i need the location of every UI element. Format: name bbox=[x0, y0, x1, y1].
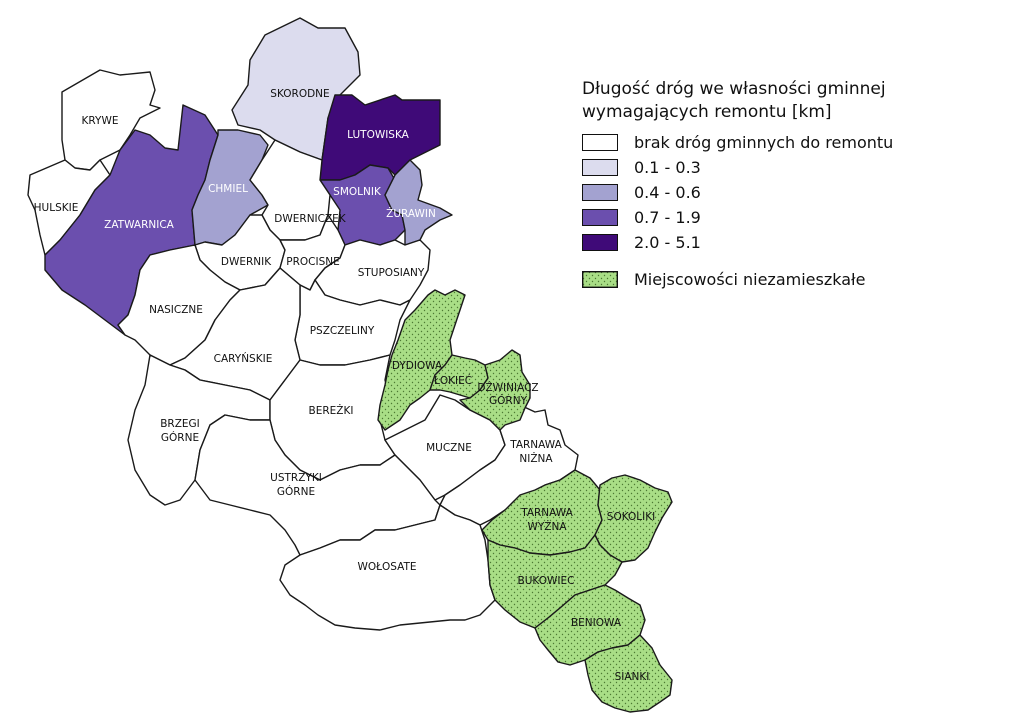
label-dzwiniacz-line2: GÓRNY bbox=[489, 394, 528, 407]
label-berezki: BEREŻKI bbox=[309, 404, 354, 417]
legend-label-class-3: 0.7 - 1.9 bbox=[634, 208, 701, 227]
region-sianki bbox=[584, 634, 673, 713]
label-tarnawa-nizna-line1: TARNAWA bbox=[509, 439, 562, 451]
legend-item-class-4: 2.0 - 5.1 bbox=[582, 230, 1002, 255]
legend-label-uninhabited: Miejscowości niezamieszkałe bbox=[634, 270, 866, 289]
legend-item-class-0: brak dróg gminnych do remontu bbox=[582, 130, 1002, 155]
label-tarnawa-nizna-line2: NIŻNA bbox=[519, 452, 553, 465]
legend-item-class-3: 0.7 - 1.9 bbox=[582, 205, 1002, 230]
legend-label-class-1: 0.1 - 0.3 bbox=[634, 158, 701, 177]
label-nasiczne: NASICZNE bbox=[149, 304, 203, 316]
region-beniowa bbox=[534, 584, 646, 666]
label-lokiec: ŁOKIEĆ bbox=[433, 374, 472, 387]
region-bukowiec bbox=[487, 534, 623, 629]
label-zurawin: ŻURAWIN bbox=[386, 207, 436, 220]
label-bukowiec: BUKOWIEC bbox=[518, 575, 575, 587]
label-stuposiany: STUPOSIANY bbox=[358, 267, 425, 279]
legend-title-line1: Długość dróg we własności gminnej bbox=[582, 79, 886, 99]
legend-label-class-4: 2.0 - 5.1 bbox=[634, 233, 701, 252]
legend-label-no-roads: brak dróg gminnych do remontu bbox=[634, 133, 894, 152]
legend-swatch-uninhabited bbox=[582, 271, 618, 288]
label-carynskie: CARYŃSKIE bbox=[214, 352, 273, 365]
label-muczne: MUCZNE bbox=[426, 442, 472, 454]
label-wolosate: WOŁOSATE bbox=[357, 561, 416, 573]
label-brzegi-line2: GÓRNE bbox=[161, 431, 199, 444]
map-legend: Długość dróg we własności gminnej wymaga… bbox=[582, 78, 1002, 292]
legend-item-class-2: 0.4 - 0.6 bbox=[582, 180, 1002, 205]
legend-label-class-2: 0.4 - 0.6 bbox=[634, 183, 701, 202]
legend-swatch-class-2 bbox=[582, 184, 618, 201]
label-dwernik: DWERNIK bbox=[221, 256, 272, 268]
region-lokiec bbox=[429, 354, 489, 399]
label-zatwarnica: ZATWARNICA bbox=[104, 219, 175, 231]
label-sokoliki: SOKOLIKI bbox=[607, 511, 655, 523]
legend-swatch-no-roads bbox=[582, 134, 618, 151]
label-procisne: PROCISNE bbox=[286, 256, 339, 268]
label-tarnawa-wyzna-line2: WYŻNA bbox=[527, 520, 567, 533]
region-dzwiniacz-gorny bbox=[459, 349, 531, 431]
label-lutowiska: LUTOWISKA bbox=[347, 129, 410, 141]
label-skorodne: SKORODNE bbox=[270, 88, 329, 100]
region-sokoliki bbox=[594, 474, 673, 563]
label-dydiowa: DYDIOWA bbox=[392, 360, 443, 372]
legend-swatch-class-1 bbox=[582, 159, 618, 176]
legend-swatch-class-3 bbox=[582, 209, 618, 226]
label-brzegi-line1: BRZEGI bbox=[160, 418, 200, 430]
label-dwerniczek: DWERNICZEK bbox=[274, 213, 347, 225]
legend-title: Długość dróg we własności gminnej wymaga… bbox=[582, 78, 1002, 124]
legend-title-line2: wymagających remontu [km] bbox=[582, 102, 832, 122]
label-tarnawa-wyzna-line1: TARNAWA bbox=[520, 507, 573, 519]
region-zurawin bbox=[384, 159, 453, 246]
label-ustrzyki-line2: GÓRNE bbox=[277, 485, 315, 498]
label-pszczeliny: PSZCZELINY bbox=[310, 325, 375, 337]
label-smolnik: SMOLNIK bbox=[333, 186, 382, 198]
label-sianki: SIANKI bbox=[615, 671, 650, 683]
label-krywe: KRYWE bbox=[82, 115, 119, 127]
label-ustrzyki-line1: USTRZYKI bbox=[270, 472, 322, 484]
legend-item-class-1: 0.1 - 0.3 bbox=[582, 155, 1002, 180]
legend-swatch-class-4 bbox=[582, 234, 618, 251]
label-dzwiniacz-line1: DŹWINIACZ bbox=[477, 381, 538, 394]
label-beniowa: BENIOWA bbox=[571, 617, 622, 629]
label-hulskie: HULSKIE bbox=[34, 202, 79, 214]
label-chmiel: CHMIEL bbox=[208, 183, 248, 195]
region-dydiowa bbox=[377, 289, 466, 431]
legend-item-uninhabited: Miejscowości niezamieszkałe bbox=[582, 267, 1002, 292]
